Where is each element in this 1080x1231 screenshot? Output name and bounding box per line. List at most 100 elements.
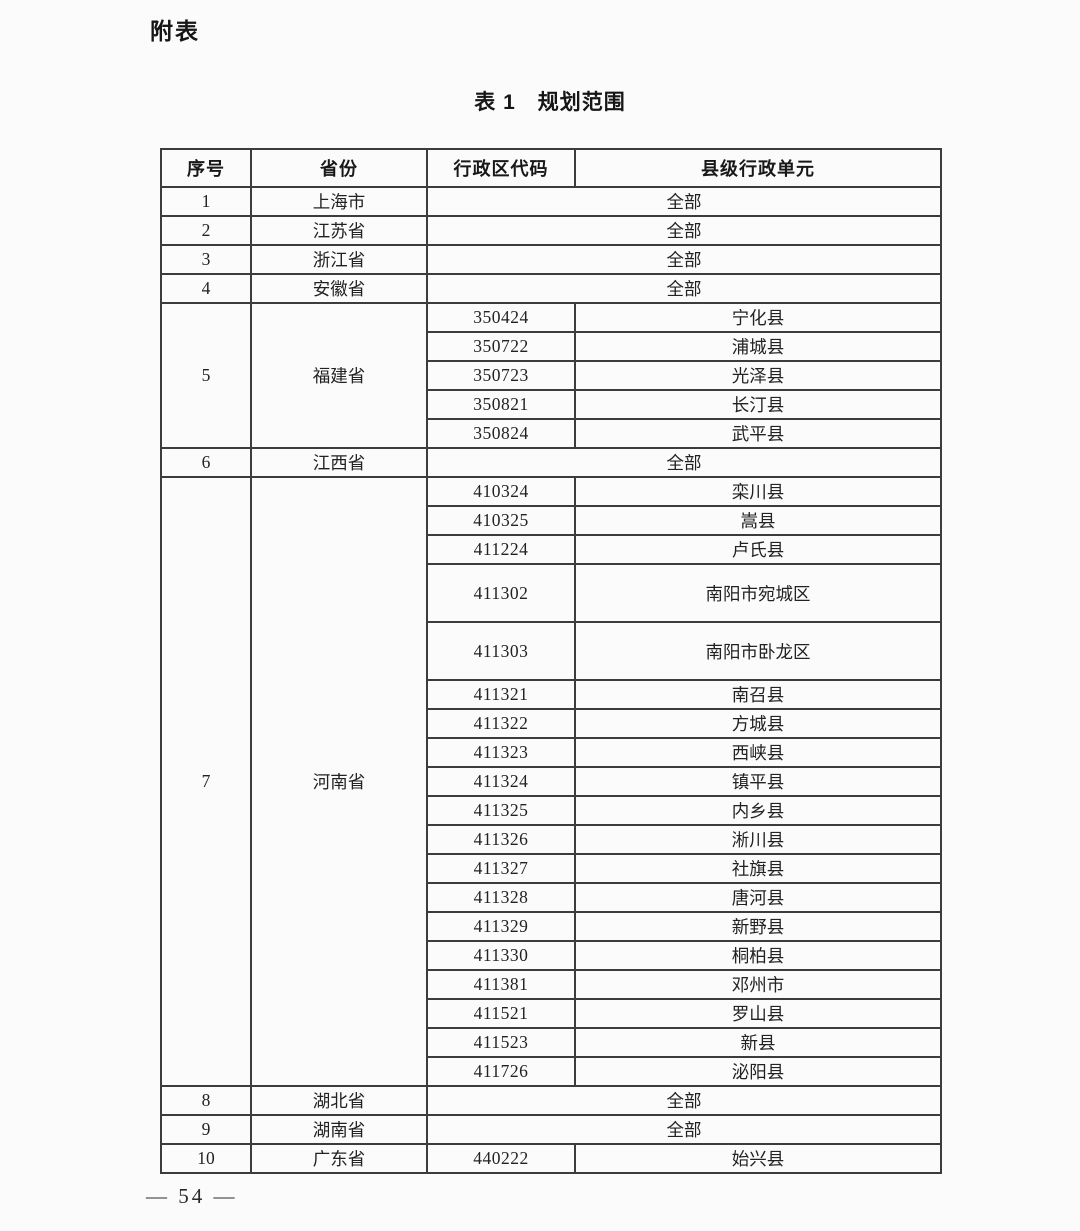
table-row: 9 湖南省 全部 [160,1114,942,1145]
cell-index: 1 [160,186,252,217]
cell-admin-code: 411325 [426,795,576,826]
cell-admin-code: 410325 [426,505,576,536]
table-row: 6 江西省 全部 [160,447,942,478]
cell-admin-code: 411329 [426,911,576,942]
cell-admin-code: 350821 [426,389,576,420]
planning-scope-table: 序号 省份 行政区代码 县级行政单元 1 上海市 全部 2 江苏省 全部 3 浙江省 全部 4 安徽… [160,148,942,1174]
table-row: 411326 淅川县 [161,824,942,855]
cell-province: 湖北省 [250,1085,428,1116]
table-row: 411521 罗山县 [161,998,942,1029]
cell-county-unit: 桐柏县 [574,940,942,971]
cell-province: 上海市 [250,186,428,217]
table-row: 10 广东省 440222 始兴县 [160,1143,942,1174]
cell-index: 5 [160,302,252,449]
table-row: 8 湖北省 全部 [160,1085,942,1116]
cell-all-units: 全部 [426,244,942,275]
table-row: 411726 泌阳县 [161,1056,942,1087]
table-row: 4 安徽省 全部 [160,273,942,304]
table-row: 411224 卢氏县 [161,534,942,565]
cell-all-units: 全部 [426,186,942,217]
cell-county-unit: 西峡县 [574,737,942,768]
cell-county-unit: 武平县 [574,418,942,449]
cell-admin-code: 411726 [426,1056,576,1087]
cell-admin-code: 411323 [426,737,576,768]
cell-index: 7 [160,476,252,1087]
table-row: 411329 新野县 [161,911,942,942]
cell-county-unit: 南召县 [574,679,942,710]
table-row: 350821 长汀县 [161,389,942,420]
appendix-label: 附表 [150,18,200,44]
cell-admin-code: 411328 [426,882,576,913]
page-number: — 54 — [146,1184,238,1208]
cell-county-unit: 光泽县 [574,360,942,391]
cell-admin-code: 410324 [426,476,576,507]
cell-county-unit: 嵩县 [574,505,942,536]
cell-admin-code: 411326 [426,824,576,855]
cell-index: 3 [160,244,252,275]
table-row: 411327 社旗县 [161,853,942,884]
cell-admin-code: 350824 [426,418,576,449]
cell-province: 安徽省 [250,273,428,304]
cell-county-unit: 栾川县 [574,476,942,507]
cell-county-unit: 罗山县 [574,998,942,1029]
cell-admin-code: 411521 [426,998,576,1029]
cell-county-unit: 镇平县 [574,766,942,797]
cell-province: 广东省 [250,1143,428,1174]
table-row: 1 上海市 全部 [160,186,942,217]
table-row: 411523 新县 [161,1027,942,1058]
table-row: 350723 光泽县 [161,360,942,391]
cell-county-unit: 始兴县 [574,1143,942,1174]
cell-province: 福建省 [250,302,428,449]
cell-county-unit: 内乡县 [574,795,942,826]
table-row: 350824 武平县 [161,418,942,449]
cell-all-units: 全部 [426,1085,942,1116]
cell-province: 江苏省 [250,215,428,246]
table-row: 411330 桐柏县 [161,940,942,971]
cell-admin-code: 411303 [426,621,576,681]
cell-admin-code: 411321 [426,679,576,710]
cell-admin-code: 411327 [426,853,576,884]
cell-admin-code: 411322 [426,708,576,739]
cell-county-unit: 长汀县 [574,389,942,420]
cell-county-unit: 宁化县 [574,302,942,333]
table-row: 3 浙江省 全部 [160,244,942,275]
table-row: 411322 方城县 [161,708,942,739]
cell-all-units: 全部 [426,447,942,478]
cell-admin-code: 411330 [426,940,576,971]
cell-index: 4 [160,273,252,304]
table-row: 411381 邓州市 [161,969,942,1000]
cell-index: 2 [160,215,252,246]
cell-county-unit: 南阳市卧龙区 [574,621,942,681]
col-header-admin-code: 行政区代码 [426,148,576,188]
table-row: 411324 镇平县 [161,766,942,797]
col-header-county-unit: 县级行政单元 [574,148,942,188]
table-title: 表 1 规划范围 [474,91,626,114]
table-row: 411321 南召县 [161,679,942,710]
cell-index: 8 [160,1085,252,1116]
cell-county-unit: 邓州市 [574,969,942,1000]
cell-index: 10 [160,1143,252,1174]
cell-province: 湖南省 [250,1114,428,1145]
table-row: 350722 浦城县 [161,331,942,362]
table-row: 410325 嵩县 [161,505,942,536]
cell-county-unit: 社旗县 [574,853,942,884]
cell-admin-code: 411381 [426,969,576,1000]
cell-admin-code: 350723 [426,360,576,391]
table-row: 411328 唐河县 [161,882,942,913]
cell-admin-code: 350722 [426,331,576,362]
cell-index: 9 [160,1114,252,1145]
col-header-index: 序号 [160,148,252,188]
table-row: 411323 西峡县 [161,737,942,768]
cell-county-unit: 淅川县 [574,824,942,855]
table-row: 411303 南阳市卧龙区 [161,621,942,681]
cell-all-units: 全部 [426,273,942,304]
cell-admin-code: 440222 [426,1143,576,1174]
cell-all-units: 全部 [426,1114,942,1145]
table-row: 411302 南阳市宛城区 [161,563,942,623]
cell-index: 6 [160,447,252,478]
cell-county-unit: 卢氏县 [574,534,942,565]
cell-county-unit: 浦城县 [574,331,942,362]
cell-all-units: 全部 [426,215,942,246]
cell-admin-code: 411324 [426,766,576,797]
